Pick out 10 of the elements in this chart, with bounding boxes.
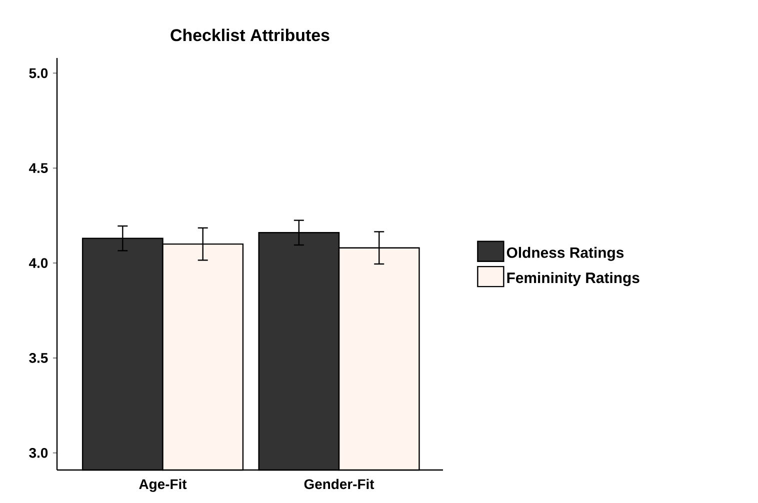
y-tick-label: 4.5 (28, 163, 48, 173)
x-tick-label: Age-Fit (139, 478, 187, 492)
legend-label: Femininity Ratings (507, 272, 640, 286)
y-tick-label: 5.0 (29, 68, 48, 78)
y-tick-label: 3.5 (29, 353, 48, 363)
chart-title: Checklist Attributes (170, 28, 330, 42)
x-tick-label: Gender-Fit (304, 478, 374, 490)
y-tick-label: 3.0 (29, 448, 48, 458)
y-tick-label: 4.0 (28, 258, 48, 268)
legend-label: Oldness Ratings (506, 246, 624, 261)
